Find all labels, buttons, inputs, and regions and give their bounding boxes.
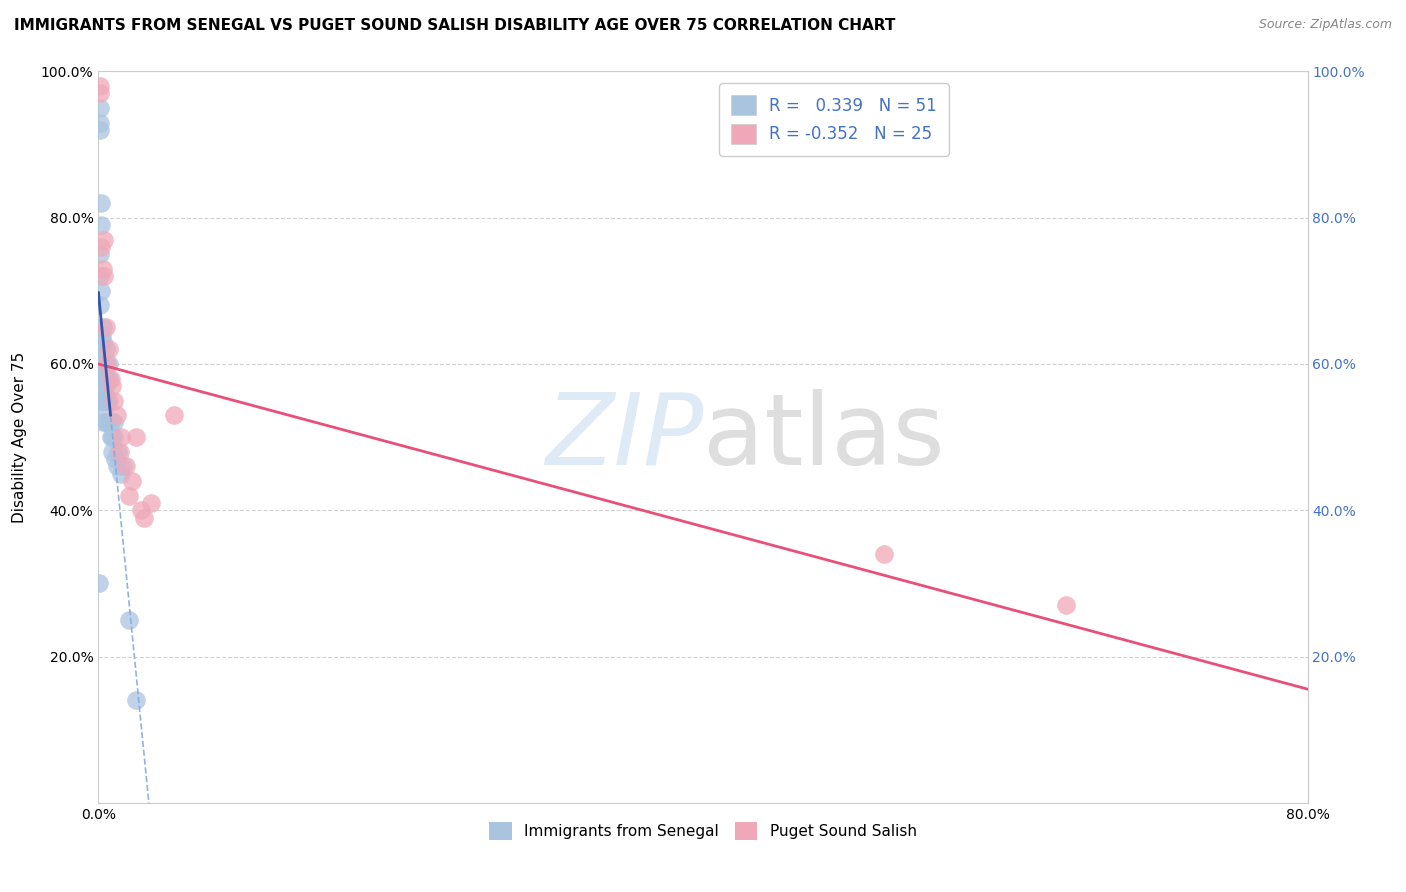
Point [163, 408, 186, 422]
Point [91, 334, 114, 349]
Point [114, 459, 136, 474]
Legend: Immigrants from Senegal, Puget Sound Salish: Immigrants from Senegal, Puget Sound Sal… [484, 815, 922, 847]
Point [125, 693, 148, 707]
Point [100, 416, 122, 430]
Point [118, 489, 141, 503]
Point [107, 444, 129, 458]
Point [93, 233, 115, 247]
Text: ZIP: ZIP [544, 389, 703, 485]
Point [94, 416, 117, 430]
Point [93, 357, 115, 371]
Point [94, 371, 117, 385]
Point [129, 503, 152, 517]
Point [132, 510, 155, 524]
Point [100, 430, 122, 444]
Point [94, 379, 117, 393]
Point [94, 371, 117, 385]
Point [103, 430, 125, 444]
Point [93, 269, 115, 284]
Point [104, 452, 127, 467]
Point [101, 444, 124, 458]
Point [98, 343, 121, 357]
Point [101, 430, 124, 444]
Point [98, 371, 121, 385]
Point [96, 393, 118, 408]
Point [90, 240, 112, 254]
Point [89, 78, 111, 93]
Point [100, 371, 122, 385]
Point [89, 101, 111, 115]
Text: atlas: atlas [703, 389, 945, 485]
Y-axis label: Disability Age Over 75: Disability Age Over 75 [13, 351, 27, 523]
Point [105, 408, 128, 422]
Point [89, 87, 111, 101]
Point [89, 115, 111, 129]
Point [90, 371, 112, 385]
Point [89, 298, 111, 312]
Point [103, 393, 125, 408]
Point [98, 357, 121, 371]
Point [94, 343, 117, 357]
Point [91, 371, 114, 385]
Point [91, 416, 114, 430]
Point [111, 459, 134, 474]
Point [103, 416, 125, 430]
Point [108, 444, 131, 458]
Point [110, 467, 132, 481]
Point [91, 261, 114, 276]
Point [96, 416, 118, 430]
Point [90, 284, 112, 298]
Point [101, 379, 124, 393]
Point [141, 496, 163, 510]
Point [89, 247, 111, 261]
Point [96, 371, 118, 385]
Point [121, 474, 143, 488]
Point [90, 218, 112, 232]
Point [91, 371, 114, 385]
Point [110, 430, 132, 444]
Point [90, 393, 112, 408]
Point [96, 357, 118, 371]
Point [91, 393, 114, 408]
Text: IMMIGRANTS FROM SENEGAL VS PUGET SOUND SALISH DISABILITY AGE OVER 75 CORRELATION: IMMIGRANTS FROM SENEGAL VS PUGET SOUND S… [14, 18, 896, 33]
Point [91, 320, 114, 334]
Point [98, 393, 121, 408]
Text: Source: ZipAtlas.com: Source: ZipAtlas.com [1258, 18, 1392, 31]
Point [94, 393, 117, 408]
Point [94, 320, 117, 334]
Point [89, 269, 111, 284]
Point [90, 196, 112, 211]
Point [1054, 599, 1077, 613]
Point [90, 343, 112, 357]
Point [91, 379, 114, 393]
Point [93, 386, 115, 401]
Point [93, 371, 115, 385]
Point [91, 327, 114, 342]
Point [118, 613, 141, 627]
Point [89, 576, 111, 591]
Point [125, 430, 148, 444]
Point [873, 547, 896, 561]
Point [89, 123, 111, 137]
Point [93, 401, 115, 415]
Point [105, 459, 128, 474]
Point [90, 357, 112, 371]
